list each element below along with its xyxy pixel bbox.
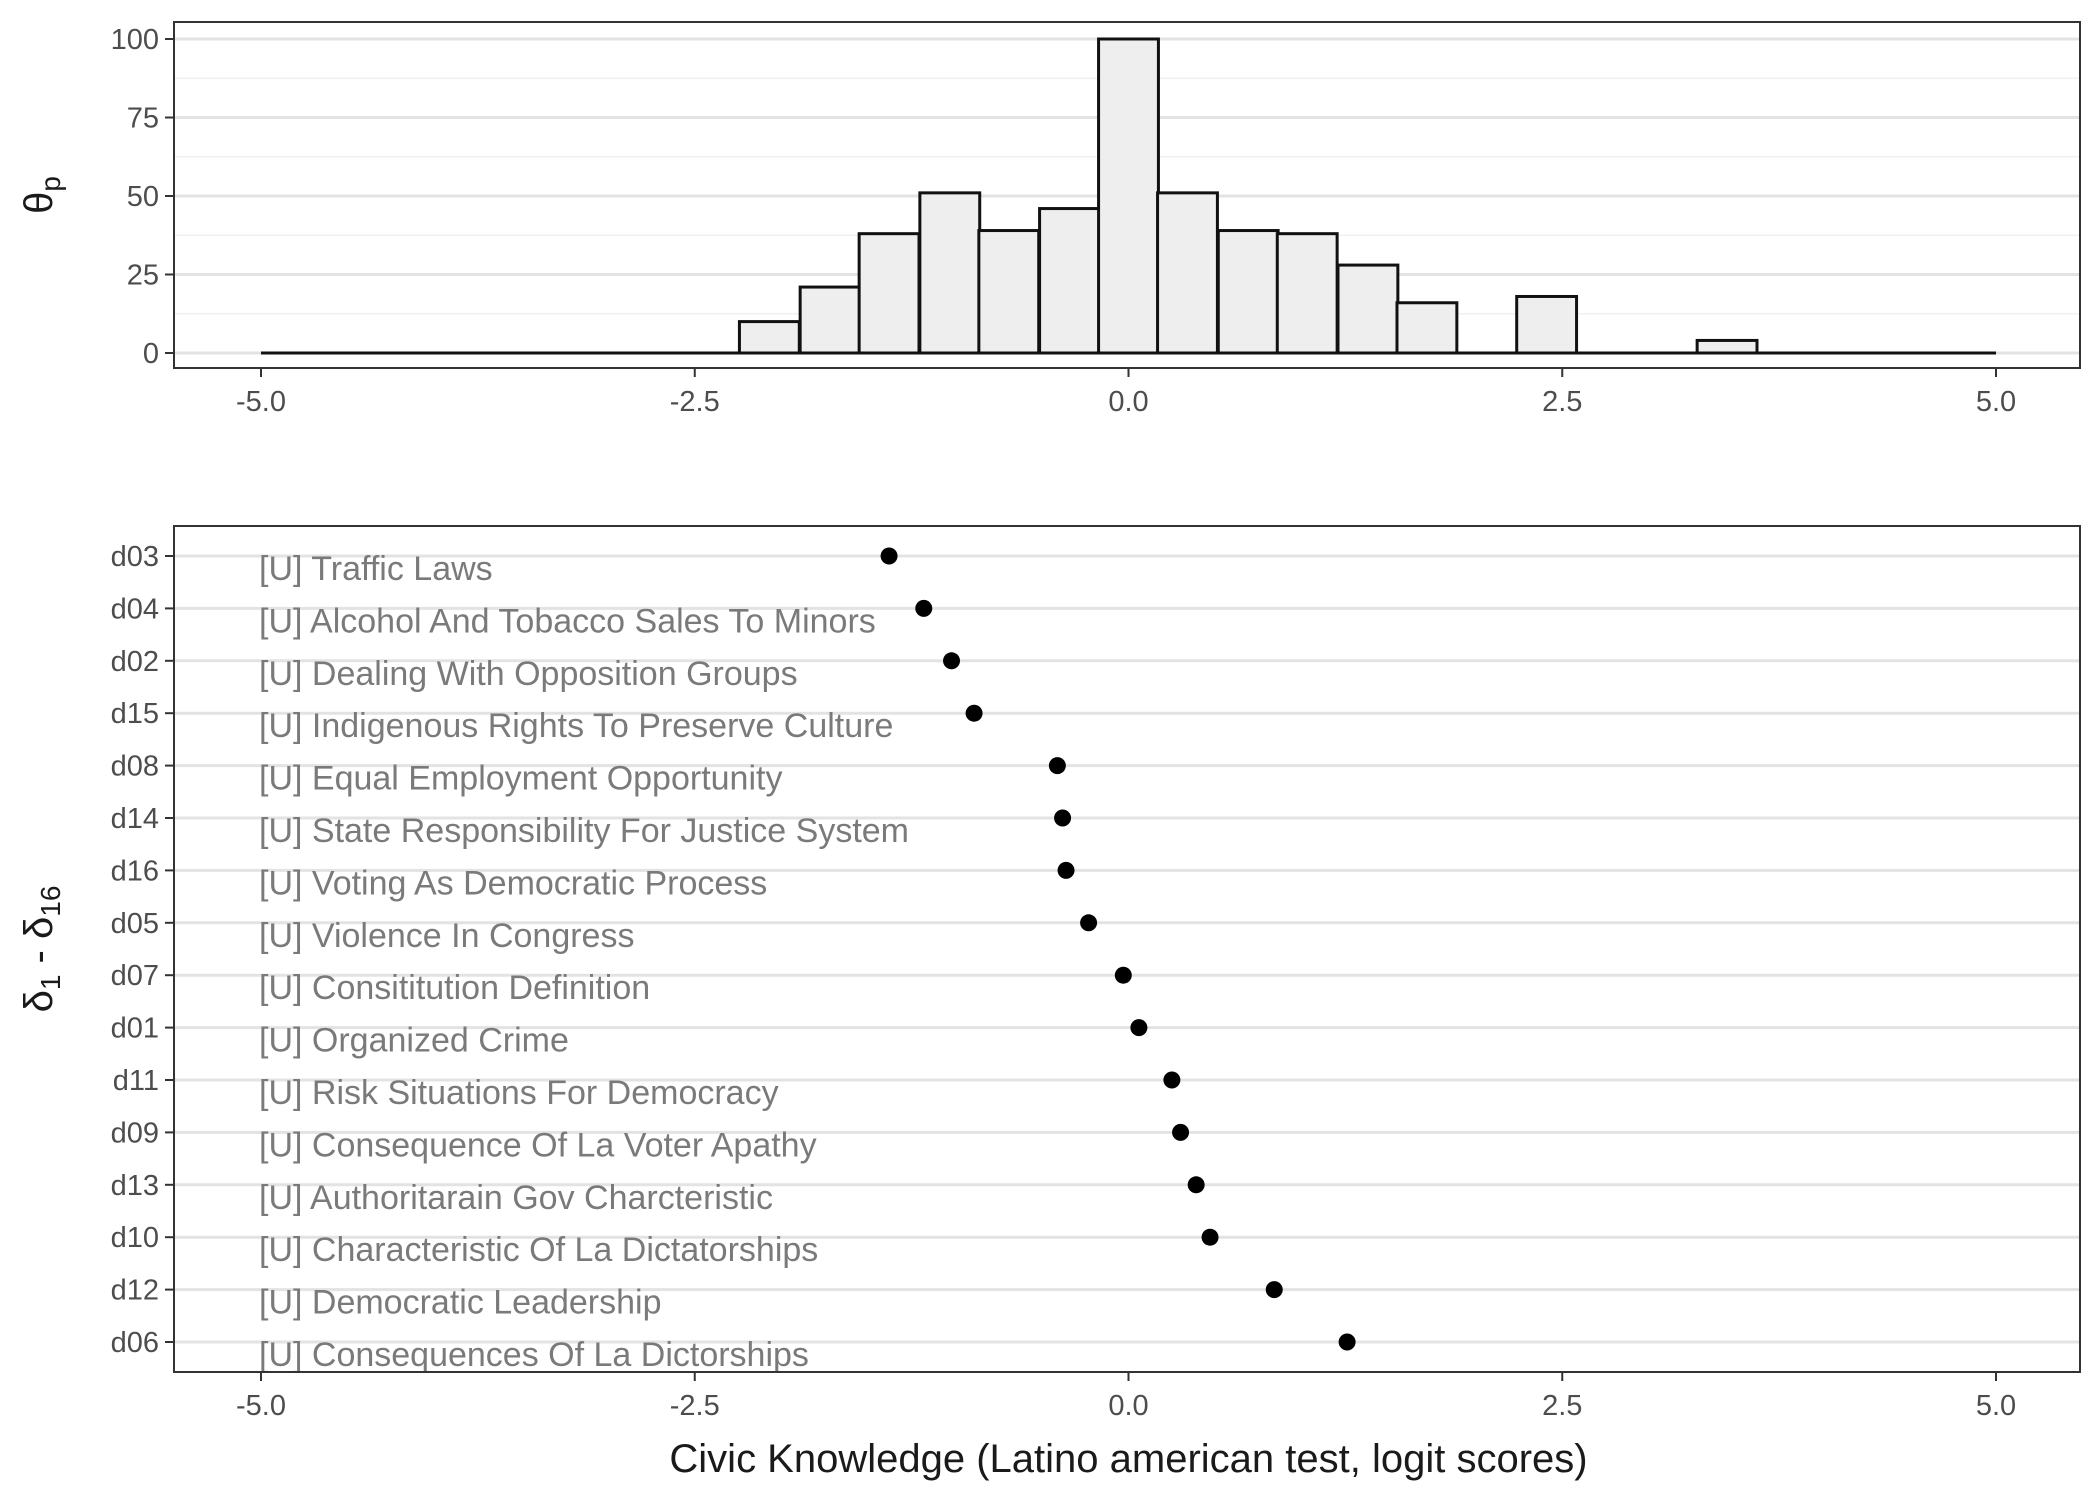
item-point bbox=[1048, 757, 1066, 775]
histogram-y-tick-label: 75 bbox=[127, 103, 159, 135]
item-panel-x-tick-label: -2.5 bbox=[670, 1390, 720, 1422]
histogram-bar bbox=[1695, 338, 1759, 355]
histogram-bar bbox=[737, 320, 801, 355]
item-point bbox=[1201, 1228, 1219, 1246]
item-code-label: d07 bbox=[111, 960, 159, 992]
item-point bbox=[943, 652, 961, 670]
item-point bbox=[880, 547, 898, 565]
item-code-label: d15 bbox=[111, 698, 159, 730]
item-y-axis-label-delta: δ bbox=[17, 990, 61, 1012]
item-label: [U] Voting As Democratic Process bbox=[259, 864, 767, 902]
item-code-label: d09 bbox=[111, 1117, 159, 1149]
histogram-bar bbox=[1515, 294, 1579, 355]
item-panel-y-axis-label: δ1 - δ16 bbox=[17, 886, 66, 1013]
histogram-bar bbox=[1097, 37, 1160, 355]
item-panel-x-tick-label: -5.0 bbox=[236, 1390, 286, 1422]
item-point bbox=[1054, 809, 1072, 827]
item-panel-x-ticks: -5.0 -2.5 0.0 2.5 5.0 bbox=[236, 1372, 2016, 1422]
histogram-bar bbox=[918, 191, 982, 355]
item-label: [U] Violence In Congress bbox=[259, 917, 634, 955]
item-label: [U] Risk Situations For Democracy bbox=[259, 1074, 779, 1112]
item-point bbox=[1187, 1176, 1205, 1194]
item-point bbox=[1114, 966, 1132, 984]
item-label: [U] Authoritarain Gov Charcteristic bbox=[259, 1179, 773, 1217]
histogram-y-ticks: 0 25 50 75 100 bbox=[111, 24, 174, 370]
histogram-panel: 0 25 50 75 100 -5.0 -2.5 0.0 2.5 5.0 θp bbox=[17, 21, 2081, 418]
item-label: [U] State Responsibility For Justice Sys… bbox=[259, 812, 909, 850]
item-point bbox=[1057, 861, 1075, 879]
histogram-bar bbox=[798, 285, 862, 355]
histogram-y-axis-label: θp bbox=[17, 176, 66, 214]
item-label: [U] Consequence Of La Voter Apathy bbox=[259, 1126, 817, 1164]
item-description-labels: [U] Traffic Laws [U] Alcohol And Tobacco … bbox=[259, 550, 909, 1374]
histogram-y-axis-label-main: θ bbox=[17, 192, 61, 214]
item-point bbox=[1338, 1333, 1356, 1351]
item-code-label: d12 bbox=[111, 1275, 159, 1307]
histogram-bar bbox=[1275, 232, 1339, 355]
item-point bbox=[1172, 1123, 1190, 1141]
item-point bbox=[965, 704, 983, 722]
histogram-bar bbox=[857, 232, 921, 355]
histogram-y-axis-label-subscript: p bbox=[35, 176, 66, 192]
item-difficulty-panel: [U] Traffic Laws [U] Alcohol And Tobacco … bbox=[17, 525, 2081, 1481]
item-code-label: d14 bbox=[111, 803, 159, 835]
item-point bbox=[1080, 914, 1098, 932]
histogram-y-tick-label: 100 bbox=[111, 24, 159, 56]
item-panel-gridlines bbox=[174, 554, 2080, 1344]
item-panel-border bbox=[173, 525, 2081, 1373]
item-point bbox=[1163, 1071, 1181, 1089]
histogram-x-tick-label: -2.5 bbox=[670, 386, 720, 418]
histogram-x-tick-label: 0.0 bbox=[1108, 386, 1148, 418]
histogram-y-tick-label: 50 bbox=[127, 181, 159, 213]
item-code-label: d10 bbox=[111, 1222, 159, 1254]
histogram-y-tick-label: 0 bbox=[143, 338, 159, 370]
item-difficulty-points bbox=[880, 547, 1356, 1351]
item-point bbox=[1265, 1281, 1283, 1299]
item-label: [U] Characteristic Of La Dictatorships bbox=[259, 1231, 818, 1269]
item-code-label: d02 bbox=[111, 646, 159, 678]
histogram-x-ticks: -5.0 -2.5 0.0 2.5 5.0 bbox=[236, 368, 2016, 418]
item-label: [U] Traffic Laws bbox=[259, 550, 493, 588]
item-point bbox=[915, 599, 933, 617]
item-label: [U] Alcohol And Tobacco Sales To Minors bbox=[259, 602, 876, 640]
item-code-label: d13 bbox=[111, 1170, 159, 1202]
item-y-axis-label-sub-1: 1 bbox=[35, 975, 66, 991]
item-code-ticks: d03 d04 d02 d15 d08 d14 d16 d05 d07 d01 d11 d09 d13 d… bbox=[111, 541, 174, 1359]
item-code-label: d16 bbox=[111, 855, 159, 887]
histogram-bars bbox=[261, 37, 1996, 355]
item-panel-x-tick-label: 0.0 bbox=[1108, 1390, 1148, 1422]
item-code-label: d04 bbox=[111, 593, 159, 625]
item-code-label: d05 bbox=[111, 908, 159, 940]
histogram-x-tick-label: 2.5 bbox=[1542, 386, 1582, 418]
histogram-bar bbox=[1395, 301, 1459, 355]
item-code-label: d08 bbox=[111, 751, 159, 783]
item-label: [U] Consititution Definition bbox=[259, 969, 650, 1007]
item-code-label: d01 bbox=[111, 1013, 159, 1045]
histogram-bar bbox=[977, 229, 1041, 355]
item-label: [U] Consequences Of La Dictorships bbox=[259, 1336, 809, 1374]
item-label: [U] Dealing With Opposition Groups bbox=[259, 655, 798, 693]
item-point bbox=[1130, 1019, 1148, 1037]
histogram-y-tick-label: 25 bbox=[127, 260, 159, 292]
item-code-label: d11 bbox=[113, 1065, 159, 1097]
histogram-x-tick-label: -5.0 bbox=[236, 386, 286, 418]
item-y-axis-label-sub-16: 16 bbox=[35, 886, 66, 917]
histogram-bar bbox=[1156, 191, 1219, 355]
item-panel-background bbox=[174, 526, 2080, 1372]
histogram-bar bbox=[1216, 229, 1280, 355]
item-label: [U] Equal Employment Opportunity bbox=[259, 760, 782, 798]
histogram-x-tick-label: 5.0 bbox=[1976, 386, 2016, 418]
histogram-bar bbox=[1336, 263, 1400, 355]
item-panel-x-tick-label: 5.0 bbox=[1976, 1390, 2016, 1422]
item-panel-x-tick-label: 2.5 bbox=[1542, 1390, 1582, 1422]
histogram-bar bbox=[1038, 207, 1101, 355]
item-label: [U] Indigenous Rights To Preserve Cultur… bbox=[259, 707, 893, 745]
x-axis-title: Civic Knowledge (Latino american test, l… bbox=[669, 1437, 1587, 1481]
item-y-axis-label-middle: - δ bbox=[17, 917, 61, 975]
item-code-label: d03 bbox=[111, 541, 159, 573]
item-code-label: d06 bbox=[111, 1327, 159, 1359]
item-label: [U] Organized Crime bbox=[259, 1022, 569, 1060]
item-label: [U] Democratic Leadership bbox=[259, 1284, 662, 1322]
